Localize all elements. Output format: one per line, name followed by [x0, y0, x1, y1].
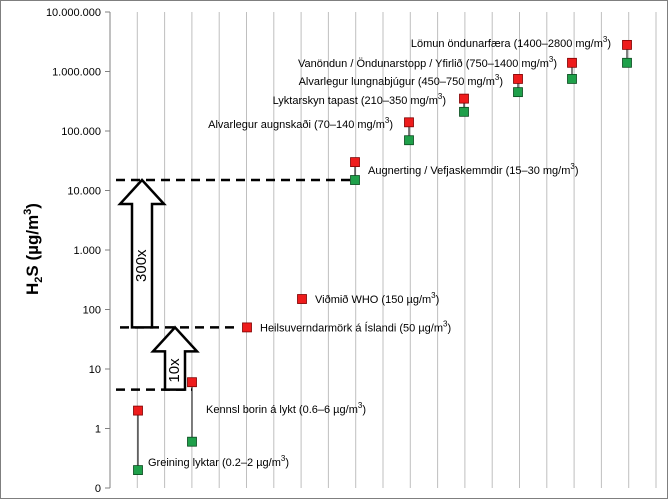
- multiplier-arrows: 10x 300x: [117, 178, 200, 391]
- pair-label: Alvarlegur lungnabjúgur (450–750 mg/m3): [299, 73, 503, 88]
- y-tick-label: 10.000.000: [46, 7, 101, 19]
- data-points: [133, 39, 632, 475]
- high-point: [622, 39, 632, 50]
- y-tick-label: 1.000.000: [52, 67, 101, 79]
- high-point: [459, 93, 469, 104]
- low-point: [513, 87, 523, 98]
- y-tick-label: 100: [83, 305, 101, 317]
- single-point: [242, 322, 252, 333]
- high-point: [567, 57, 577, 68]
- arrow-label: 300x: [133, 249, 150, 282]
- high-point: [187, 377, 197, 388]
- pair-label: Lyktarskyn tapast (210–350 mg/m3): [273, 92, 446, 107]
- low-point: [350, 175, 360, 185]
- single-label: Viðmið WHO (150 µg/m3): [315, 291, 439, 306]
- y-tick-label: 100.000: [61, 126, 101, 138]
- y-tick-label: 10.000: [67, 186, 101, 198]
- annotations: Greining lyktar (0.2–2 µg/m3) Kennsl bori…: [148, 35, 611, 469]
- high-point: [133, 405, 143, 416]
- pair-label: Lömun öndunarfæra (1400–2800 mg/m3): [411, 35, 611, 50]
- single-point: [297, 294, 307, 304]
- y-tick-label: 10: [89, 364, 101, 376]
- y-tick-label: 0: [95, 483, 101, 495]
- y-tick-label: 1.000: [73, 245, 101, 257]
- arrow-shape: [150, 325, 200, 391]
- arrow-shape: [117, 178, 167, 329]
- y-axis-title: H2S (µg/m3): [22, 203, 45, 295]
- pair-label: Alvarlegur augnskaði (70–140 mg/m3): [208, 116, 393, 131]
- single-label: Heilsuverndarmörk á Íslandi (50 µg/m3): [260, 319, 451, 334]
- pair-label: Greining lyktar (0.2–2 µg/m3): [148, 454, 289, 469]
- arrow-label: 10x: [166, 358, 183, 383]
- pair-label: Kennsl borin á lykt (0.6–6 µg/m3): [206, 401, 366, 416]
- low-point: [133, 465, 143, 475]
- low-point: [622, 57, 632, 68]
- high-point: [513, 74, 523, 84]
- y-axis: 0 1 10 100 1.000 10.000 100.000 1.000.000 10.000…: [46, 7, 111, 495]
- low-point: [187, 436, 197, 447]
- pair-label: Augnerting / Vefjaskemmdir (15–30 mg/m3): [368, 162, 579, 177]
- high-point: [350, 157, 360, 168]
- y-tick-label: 1: [95, 424, 101, 436]
- low-point: [404, 135, 414, 146]
- high-point: [404, 117, 414, 128]
- low-point: [567, 74, 577, 84]
- low-point: [459, 106, 469, 117]
- pair-label: Vanöndun / Öndunarstopp / Yfirlið (750–1…: [298, 55, 557, 70]
